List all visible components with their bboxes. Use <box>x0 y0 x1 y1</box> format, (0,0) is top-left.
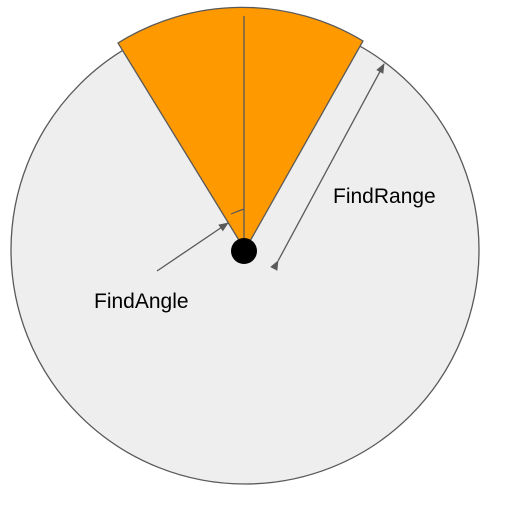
find-range-arrow <box>270 63 385 271</box>
angle-arc <box>230 208 245 215</box>
find-angle-arrow <box>156 222 229 272</box>
center-point <box>231 238 257 264</box>
find-range-label: FindRange <box>333 185 436 208</box>
find-angle-label: FindAngle <box>94 290 189 313</box>
